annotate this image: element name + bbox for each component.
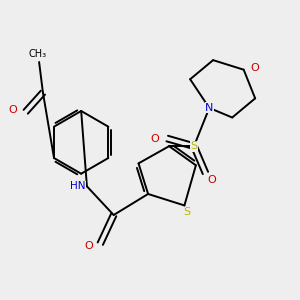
- Text: O: O: [250, 63, 259, 73]
- Text: S: S: [183, 207, 190, 217]
- Text: O: O: [9, 105, 17, 115]
- Text: CH₃: CH₃: [28, 50, 46, 59]
- Text: S: S: [190, 141, 197, 151]
- Text: N: N: [205, 103, 214, 113]
- Text: HN: HN: [70, 181, 86, 191]
- Text: O: O: [150, 134, 159, 143]
- Text: O: O: [207, 175, 216, 185]
- Text: O: O: [85, 241, 93, 250]
